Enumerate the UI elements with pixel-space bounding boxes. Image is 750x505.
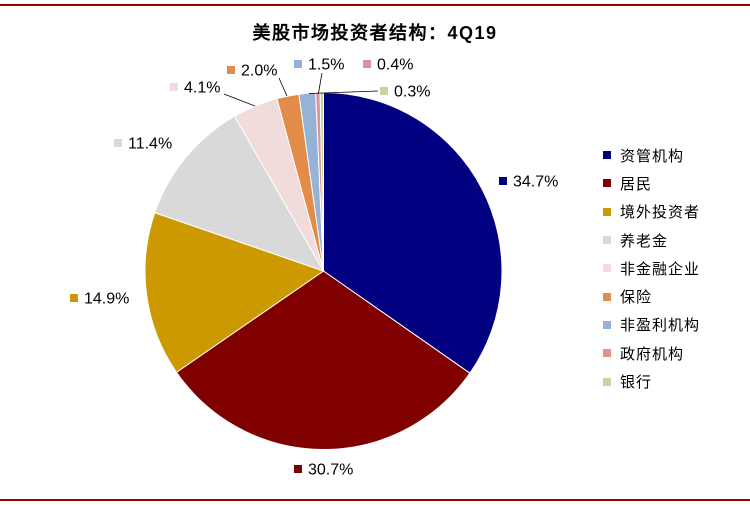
- pie-slices: [144, 91, 503, 450]
- leader-line-insurance: [278, 77, 288, 97]
- pie-slice-banks: [319, 91, 324, 272]
- legend-swatch-households: [603, 179, 611, 188]
- leader-line-nonprofits: [308, 90, 379, 94]
- pie-slice-asset-managers: [323, 91, 503, 374]
- legend-swatch-banks: [603, 377, 611, 386]
- legend-item-asset-managers: 资管机构: [603, 141, 700, 169]
- legend: 资管机构居民境外投资者养老金非金融企业保险非盈利机构政府机构银行: [603, 141, 700, 396]
- data-label-marker-banks: [380, 87, 388, 95]
- legend-swatch-asset-managers: [603, 151, 611, 160]
- chart-title: 美股市场投资者结构：4Q19: [252, 23, 498, 43]
- legend-label-asset-managers: 资管机构: [620, 146, 685, 165]
- pie-slice-foreign-investors: [144, 212, 325, 373]
- legend-item-pension-funds: 养老金: [603, 226, 700, 254]
- legend-swatch-pension-funds: [603, 236, 611, 245]
- legend-item-nonfinancial-corporates: 非金融企业: [603, 254, 700, 282]
- data-label-government: 0.4%: [377, 57, 413, 74]
- data-label-insurance: 2.0%: [241, 63, 277, 80]
- pie-slice-households: [175, 270, 471, 450]
- data-label-banks: 0.3%: [394, 84, 430, 101]
- legend-item-households: 居民: [603, 169, 700, 197]
- pie-slice-pension-funds: [154, 115, 325, 272]
- data-label-marker-pension-funds: [114, 139, 122, 147]
- data-label-nonfinancial-corporates: 4.1%: [184, 80, 220, 97]
- data-label-marker-asset-managers: [499, 177, 507, 185]
- data-label-foreign-investors: 14.9%: [84, 291, 129, 308]
- data-label-marker-nonfinancial-corporates: [170, 83, 178, 91]
- leader-line-nonfinancial-corporates: [223, 93, 256, 107]
- data-label-asset-managers: 34.7%: [513, 174, 558, 191]
- data-label-marker-government: [363, 60, 371, 68]
- data-label-marker-nonprofits: [294, 60, 302, 68]
- legend-label-nonfinancial-corporates: 非金融企业: [620, 259, 701, 278]
- legend-item-banks: 银行: [603, 367, 700, 395]
- legend-label-government: 政府机构: [620, 344, 685, 363]
- data-label-marker-households: [294, 465, 302, 473]
- leader-lines: [223, 72, 379, 107]
- legend-label-pension-funds: 养老金: [620, 231, 669, 250]
- legend-swatch-foreign-investors: [603, 207, 611, 216]
- top-rule: [0, 4, 750, 6]
- legend-label-insurance: 保险: [620, 288, 653, 307]
- legend-swatch-nonfinancial-corporates: [603, 264, 611, 273]
- data-label-marker-foreign-investors: [70, 294, 78, 302]
- legend-label-banks: 银行: [620, 373, 653, 392]
- data-label-pension-funds: 11.4%: [128, 136, 172, 153]
- bottom-rule: [0, 499, 750, 501]
- data-label-marker-insurance: [227, 66, 235, 74]
- legend-swatch-insurance: [603, 292, 611, 301]
- legend-swatch-nonprofits: [603, 320, 611, 329]
- legend-item-foreign-investors: 境外投资者: [603, 198, 700, 226]
- data-labels: 34.7% 30.7% 14.9% 11.4% 4.1% 2.0% 1.5% 0.4% 0.3%: [70, 57, 558, 479]
- leader-line-government: [318, 72, 323, 94]
- legend-label-nonprofits: 非盈利机构: [620, 316, 701, 335]
- data-label-nonprofits: 1.5%: [308, 57, 344, 74]
- data-label-households: 30.7%: [308, 462, 353, 479]
- legend-swatch-government: [603, 349, 611, 358]
- legend-label-foreign-investors: 境外投资者: [620, 203, 701, 222]
- legend-item-government: 政府机构: [603, 339, 700, 367]
- legend-item-nonprofits: 非盈利机构: [603, 311, 700, 339]
- legend-item-insurance: 保险: [603, 282, 700, 310]
- legend-label-households: 居民: [620, 174, 653, 193]
